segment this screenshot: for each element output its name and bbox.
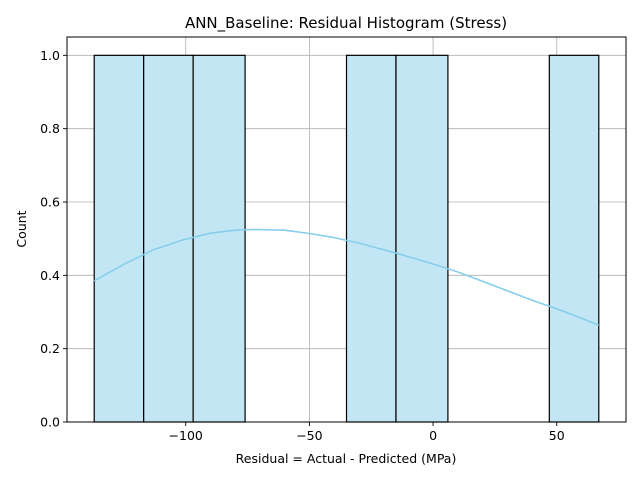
histogram-bar	[192, 54, 246, 423]
x-tick-label: −50	[296, 428, 322, 443]
y-tick-label: 0.2	[40, 341, 60, 356]
y-tick-label: 0.8	[40, 121, 60, 136]
x-tick-label: 0	[429, 428, 437, 443]
histogram-bar	[548, 54, 600, 423]
chart-title: ANN_Baseline: Residual Histogram (Stress…	[185, 14, 507, 33]
plot-frame	[66, 36, 627, 423]
y-tick-label: 0.4	[40, 268, 60, 283]
x-axis-label: Residual = Actual - Predicted (MPa)	[236, 451, 457, 466]
y-tick-label: 1.0	[40, 48, 60, 63]
x-tick-label: −100	[169, 428, 203, 443]
y-tick-label: 0.6	[40, 195, 60, 210]
y-axis-ticks: 0.0 0.2 0.4 0.6 0.8 1.0	[40, 48, 67, 430]
histogram-bar	[395, 54, 449, 423]
x-tick-label: 50	[549, 428, 565, 443]
y-tick-label: 0.0	[40, 415, 60, 430]
histogram-bars	[93, 54, 600, 423]
kde-curve-group	[93, 228, 600, 326]
x-axis-ticks: −100 −50 0 50	[169, 422, 565, 443]
kde-curve	[93, 228, 600, 326]
histogram-bar	[93, 54, 145, 423]
y-axis-label: Count	[14, 210, 29, 247]
histogram-bar	[345, 54, 397, 423]
